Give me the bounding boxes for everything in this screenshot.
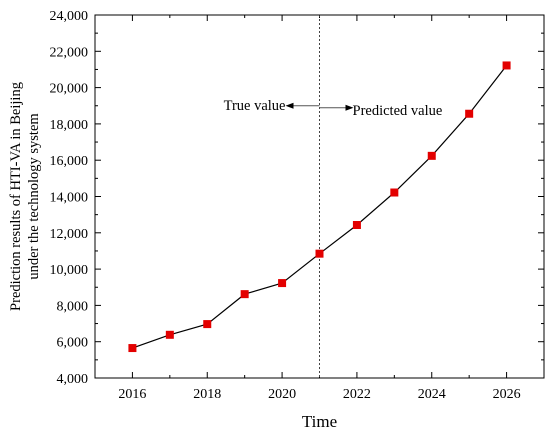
tick-labels: 2016 2018 2020 2022 2024 2026 4,000 6,000 8,000 1…: [50, 9, 521, 402]
x-axis-title: Time: [302, 412, 337, 431]
y-tick-label: 4,000: [57, 372, 89, 387]
predicted-value-label: Predicted value: [353, 103, 443, 119]
y-axis-title-line-1: Prediction results of HTI-VA in Beijing: [8, 82, 24, 311]
y-tick-label: 10,000: [50, 263, 89, 278]
y-tick-label: 24,000: [50, 9, 89, 24]
y-tick-label: 6,000: [57, 336, 89, 351]
data-point: [315, 249, 324, 258]
predicted-value-arrowhead: [345, 104, 354, 111]
y-axis-title-line-2: under the technology system: [26, 113, 42, 280]
x-tick-label: 2018: [193, 387, 221, 402]
x-tick-label: 2022: [343, 387, 371, 402]
y-tick-label: 22,000: [50, 45, 89, 60]
plot-frame: [94, 14, 545, 379]
data-point: [502, 61, 511, 70]
data-point: [240, 290, 249, 299]
true-value-label: True value: [224, 98, 286, 114]
data-markers: [128, 61, 511, 353]
y-tick-label: 12,000: [50, 227, 89, 242]
y-tick-label: 16,000: [50, 154, 89, 169]
x-tick-label: 2026: [493, 387, 521, 402]
data-point: [465, 109, 474, 118]
x-tick-label: 2016: [118, 387, 146, 402]
true-value-arrowhead: [285, 102, 294, 109]
y-tick-label: 8,000: [57, 299, 89, 314]
data-point: [427, 151, 436, 160]
annotation-arrows: [285, 102, 354, 111]
data-point: [128, 344, 137, 353]
data-point: [203, 320, 212, 329]
y-tick-label: 18,000: [50, 118, 89, 133]
x-tick-label: 2024: [418, 387, 446, 402]
data-point: [390, 188, 399, 197]
y-tick-label: 20,000: [50, 82, 89, 97]
data-point: [278, 279, 287, 288]
data-point: [352, 220, 361, 229]
x-tick-label: 2020: [268, 387, 296, 402]
data-point: [165, 330, 174, 339]
y-tick-label: 14,000: [50, 191, 89, 206]
